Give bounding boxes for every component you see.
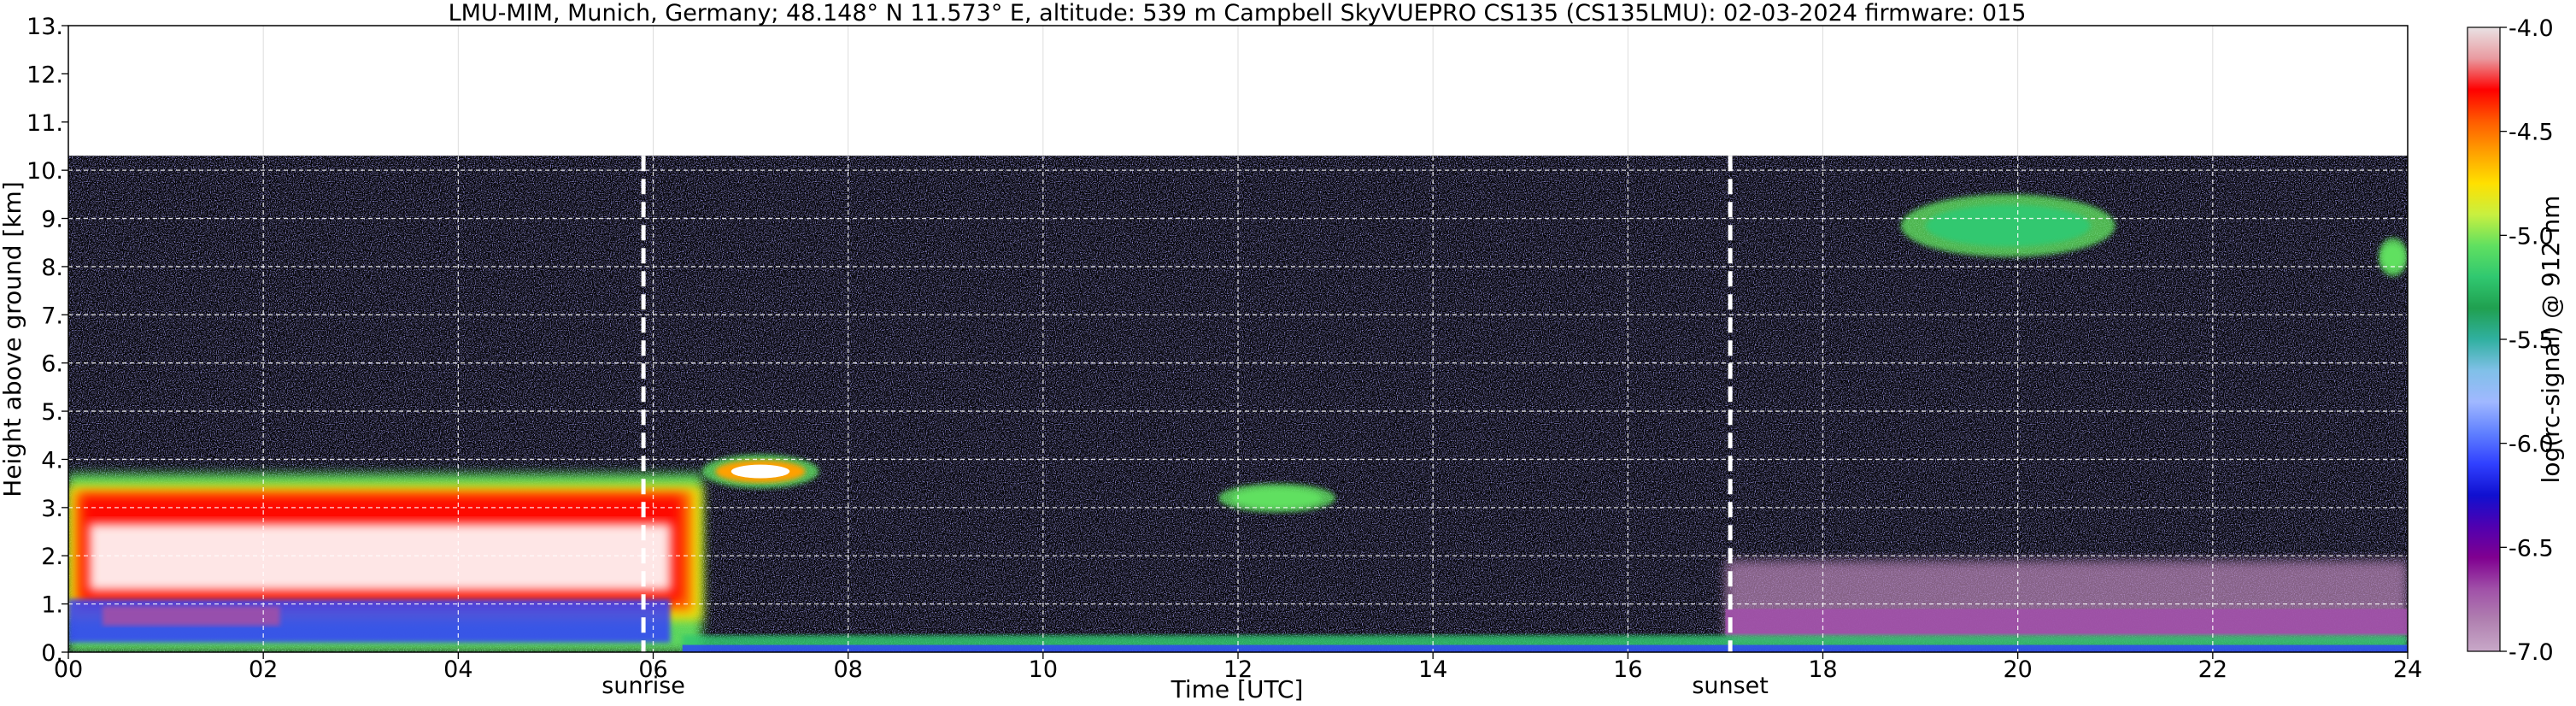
x-tick-label: 04: [443, 656, 472, 683]
x-tick-label: 06: [638, 656, 667, 683]
colorbar-tick-label: -6.5: [2509, 535, 2554, 562]
colorbar-body: [2467, 26, 2501, 652]
sunset-label: sunset: [1692, 673, 1769, 699]
y-tick-label: 10.: [26, 158, 63, 185]
feature-cirrus: [1900, 194, 2115, 257]
feature-near-ground-layer: [103, 606, 280, 626]
y-tick-label: 3.: [41, 496, 63, 522]
x-tick-label: 24: [2393, 656, 2422, 683]
feature-core: [1925, 204, 2091, 247]
x-tick-label: 18: [1808, 656, 1837, 683]
feature-cloud: [701, 454, 819, 489]
x-tick-label: 14: [1418, 656, 1447, 683]
colorbar-ticks: -4.0 -4.5 -5.0 -5.5 -6.0 -6.5 -7.0: [2500, 15, 2554, 666]
feature-nocturnal-residual-layer: [1725, 560, 2408, 643]
feature-core: [1231, 488, 1323, 508]
feature-cirrus: [2378, 238, 2408, 277]
feature-layer: [89, 523, 672, 591]
y-tick-label: 11.: [26, 110, 63, 137]
y-tick-label: 4.: [41, 447, 63, 474]
sunrise-label: sunrise: [601, 673, 685, 699]
feature-cloud: [1218, 483, 1336, 513]
x-tick-label: 02: [249, 656, 278, 683]
colorbar-tick-label: -5.5: [2509, 327, 2554, 354]
colorbar: -4.0 -4.5 -5.0 -5.5 -6.0 -6.5 -7.0 log(rc-sign…: [2467, 15, 2565, 666]
x-axis-label: Time [UTC]: [1171, 675, 1304, 703]
colorbar-tick-label: -5.0: [2509, 223, 2554, 250]
x-tick-label: 08: [833, 656, 862, 683]
y-tick-label: 7.: [41, 303, 63, 329]
features-layer: [68, 194, 2408, 652]
colorbar-label: log(rc-signal) @ 912 nm: [2537, 196, 2565, 484]
y-tick-label: 12.: [26, 62, 63, 88]
y-axis: 0. 1. 2. 3. 4. 5. 6. 7. 8. 9. 10. 11. 12. 13.: [26, 14, 68, 667]
x-tick-label: 16: [1613, 656, 1642, 683]
ground-band: [682, 635, 2408, 652]
feature-boundary-layer-aerosol: [68, 474, 702, 652]
x-tick-label: 22: [2198, 656, 2227, 683]
ground-band-layer: [682, 644, 2408, 652]
feature-core: [1725, 609, 2408, 636]
x-tick-label: 12: [1223, 656, 1253, 683]
x-axis: 00 02 04 06 08 10 12 14 16 18 20 22 24: [54, 652, 2422, 683]
chart-title: LMU-MIM, Munich, Germany; 48.148° N 11.5…: [449, 0, 2027, 26]
x-tick-label: 20: [2003, 656, 2032, 683]
y-tick-label: 0.: [41, 640, 63, 667]
x-tick-label: 00: [54, 656, 83, 683]
y-tick-label: 5.: [41, 399, 63, 426]
feature-peak: [731, 464, 790, 479]
x-tick-label: 10: [1029, 656, 1058, 683]
y-tick-label: 13.: [26, 14, 63, 40]
colorbar-tick-label: -7.0: [2509, 639, 2554, 666]
y-tick-label: 9.: [41, 207, 63, 233]
y-tick-label: 6.: [41, 351, 63, 378]
y-tick-label: 8.: [41, 255, 63, 281]
grid: [68, 26, 2408, 652]
colorbar-tick-label: -4.0: [2509, 15, 2554, 42]
y-tick-label: 2.: [41, 544, 63, 570]
markers: sunrise sunset: [601, 156, 1769, 699]
feature-core: [2381, 244, 2405, 270]
colorbar-tick-label: -6.0: [2509, 432, 2554, 458]
y-axis-label: Height above ground [km]: [0, 181, 26, 497]
colorbar-tick-label: -4.5: [2509, 120, 2554, 146]
y-tick-label: 1.: [41, 592, 63, 619]
